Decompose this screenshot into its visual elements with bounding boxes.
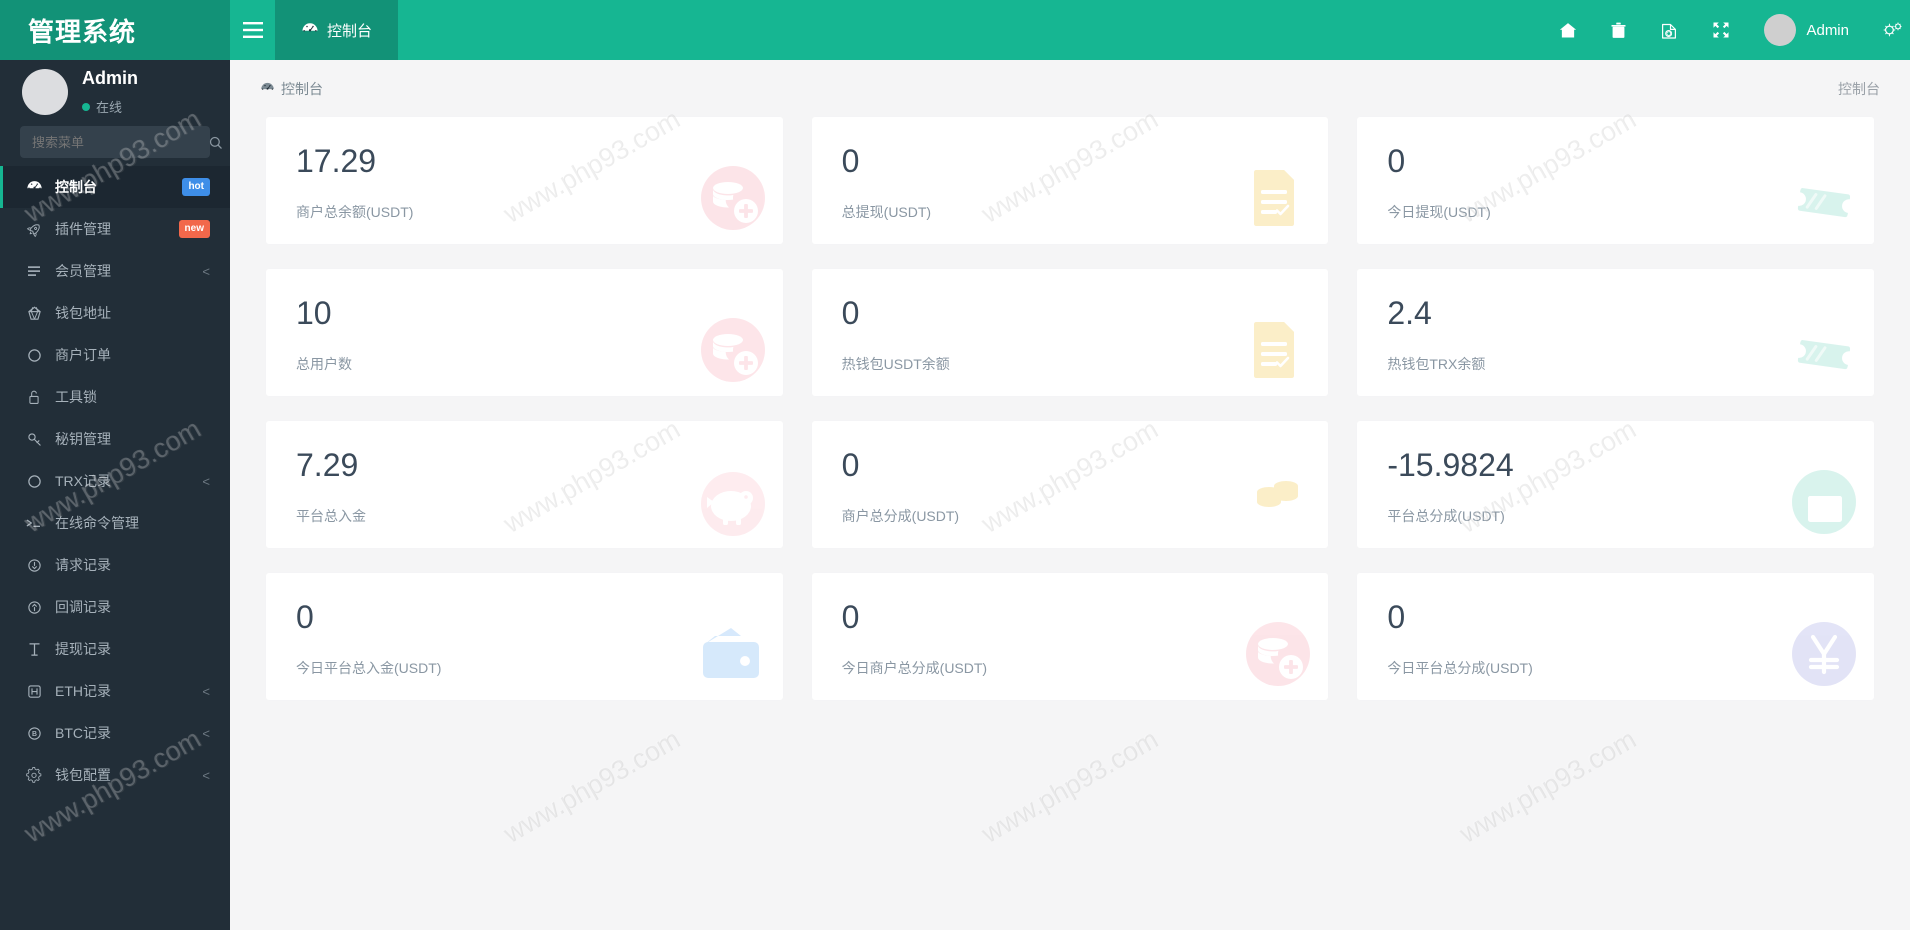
svg-text:B: B (32, 731, 37, 738)
